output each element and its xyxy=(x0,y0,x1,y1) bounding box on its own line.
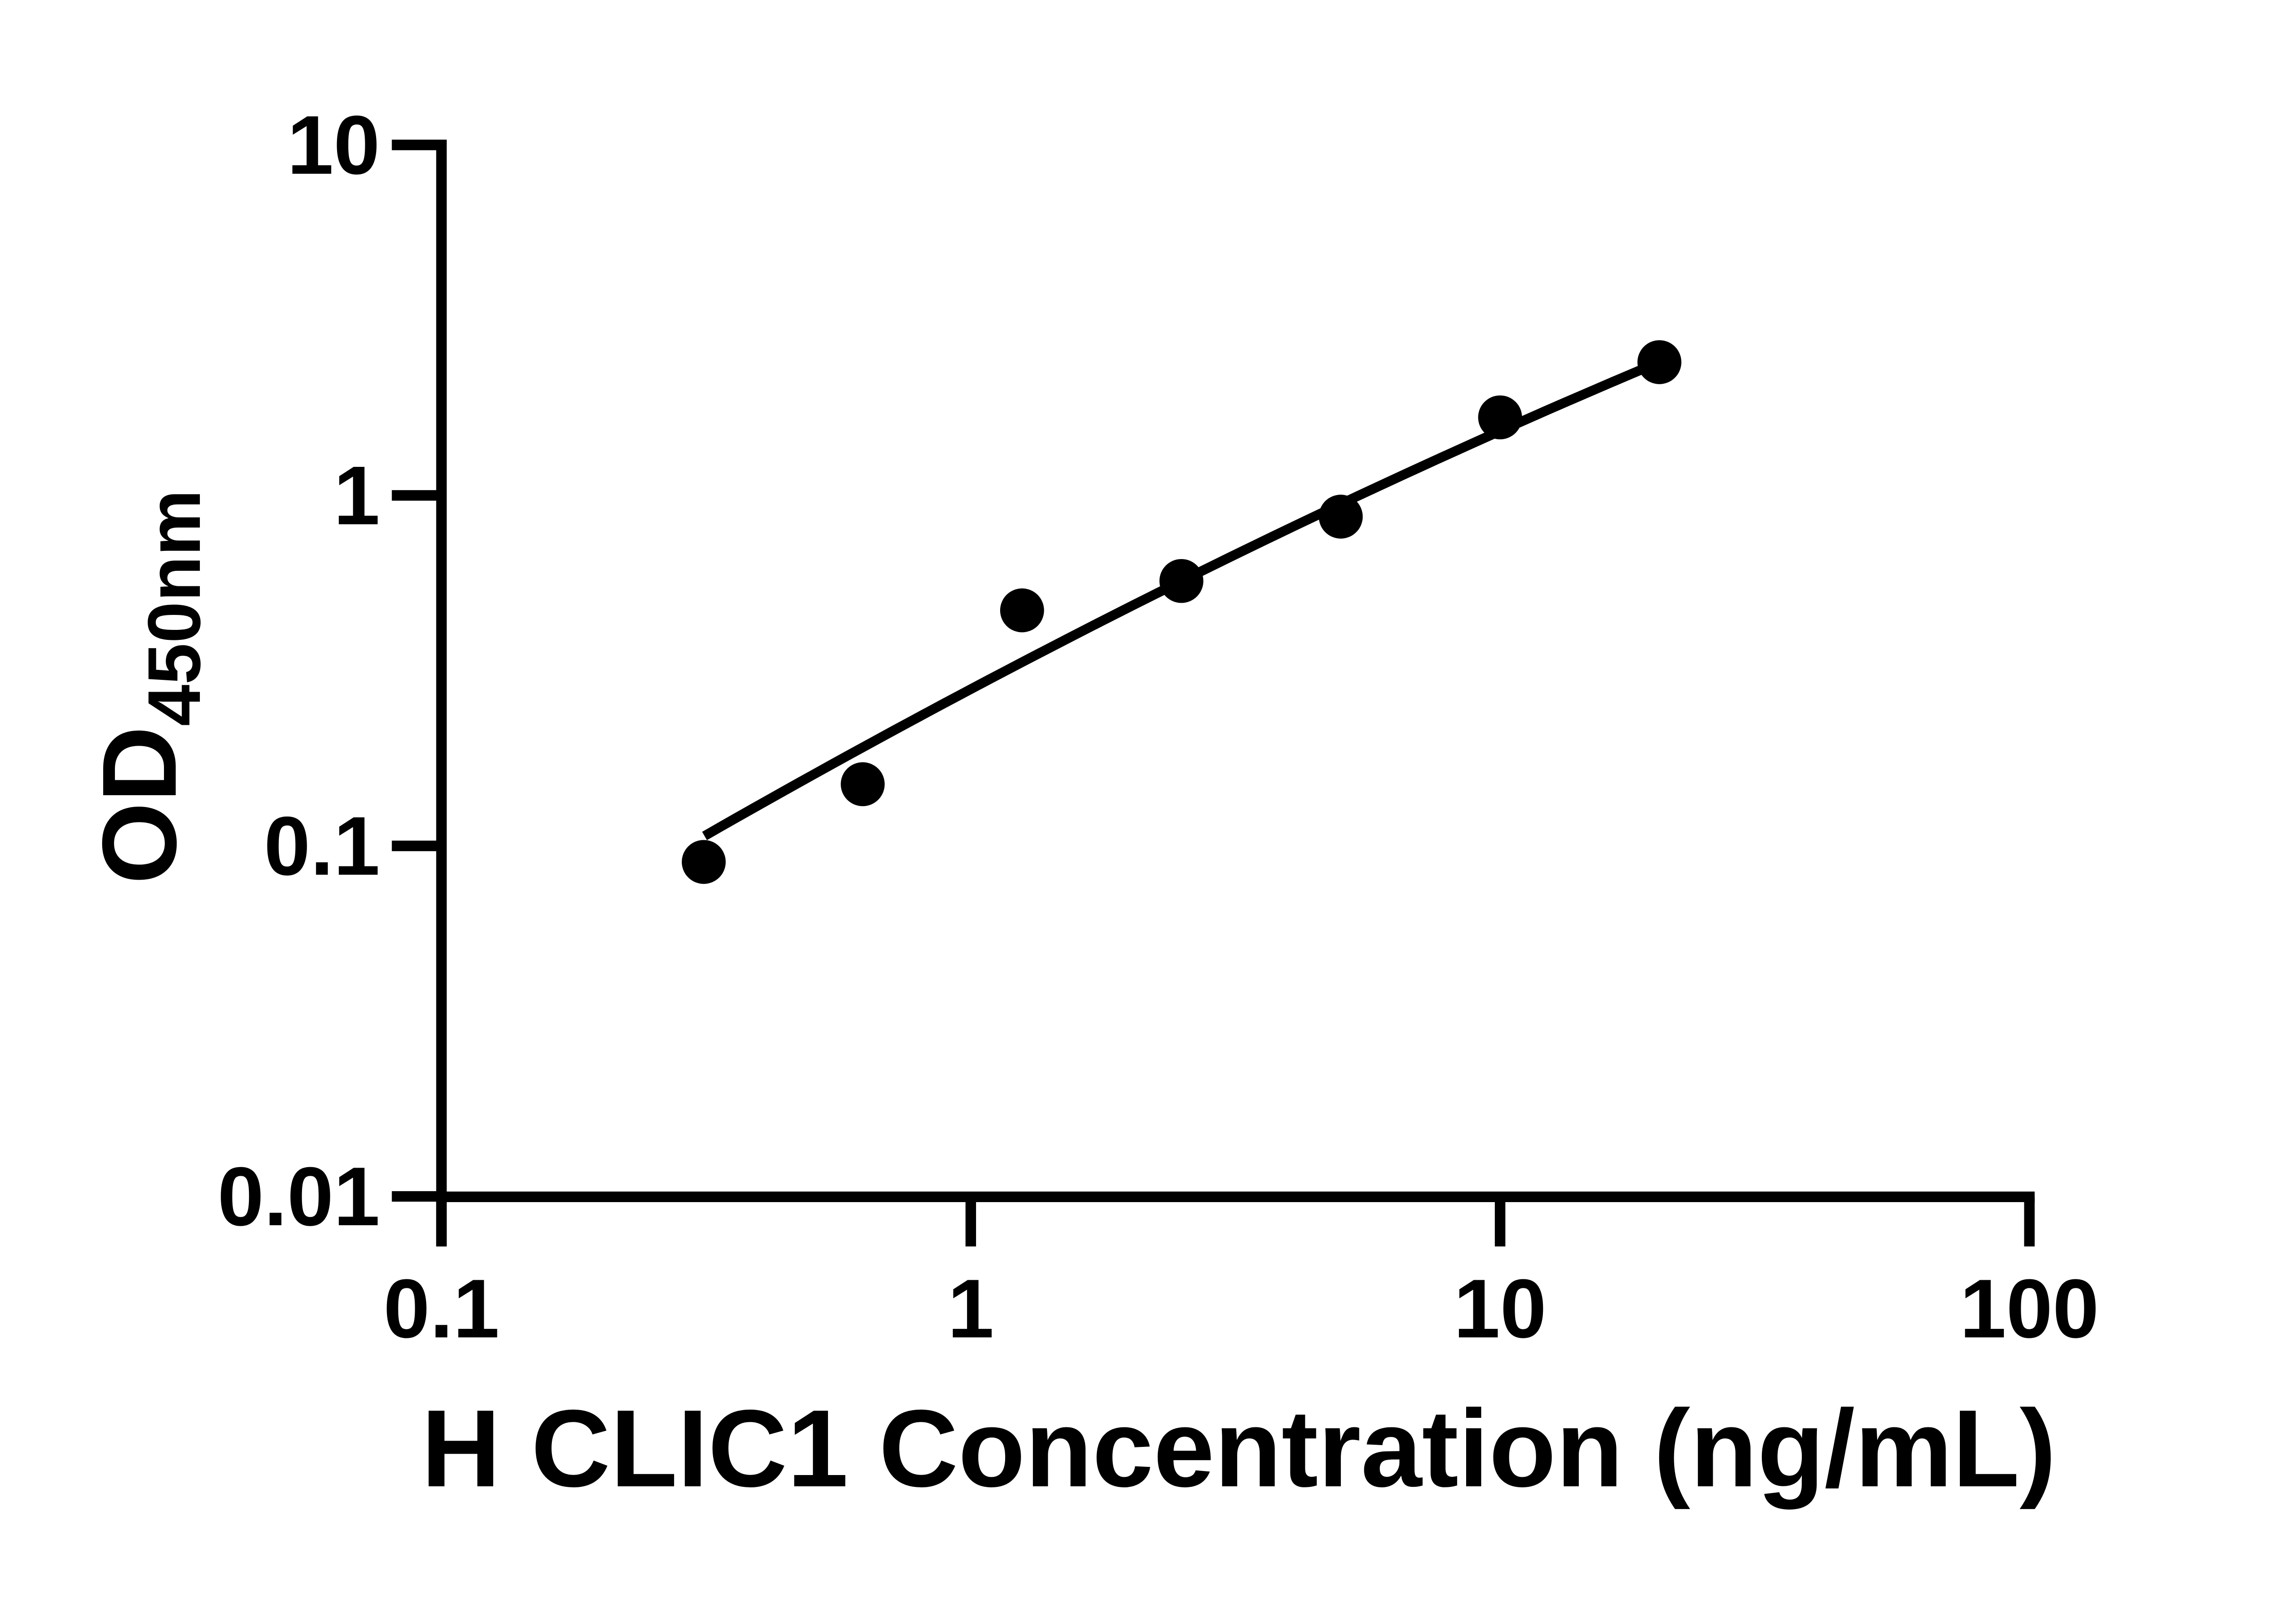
y-tick-label: 0.1 xyxy=(264,799,380,892)
figure: 10 1 0.1 0.01 0.1 1 10 100 H CLIC1 Concentratio… xyxy=(80,98,2099,1510)
x-tick-label: 1 xyxy=(947,1262,994,1355)
x-tick-label: 0.1 xyxy=(383,1262,499,1355)
y-tick-label: 10 xyxy=(287,99,380,192)
data-point xyxy=(682,840,726,884)
y-axis-title-subscript: 450nm xyxy=(132,490,216,726)
data-point xyxy=(1159,559,1204,603)
y-tick-label: 0.01 xyxy=(218,1150,380,1243)
y-axis-title-main: OD xyxy=(81,726,198,884)
data-point xyxy=(841,762,885,807)
data-point xyxy=(1478,395,1522,440)
plot-area xyxy=(682,340,1681,884)
axes xyxy=(436,139,2035,1247)
data-point xyxy=(1637,340,1681,384)
axis-ticks xyxy=(392,139,2035,1247)
x-axis-title: H CLIC1 Concentration (ng/mL) xyxy=(421,1387,2056,1510)
data-point xyxy=(1319,495,1363,539)
x-tick-label: 10 xyxy=(1454,1262,1547,1355)
y-axis-title: OD450nm xyxy=(81,490,216,884)
y-tick-label: 1 xyxy=(333,449,380,542)
data-point xyxy=(1000,588,1044,633)
x-tick-label: 100 xyxy=(1960,1262,2099,1355)
